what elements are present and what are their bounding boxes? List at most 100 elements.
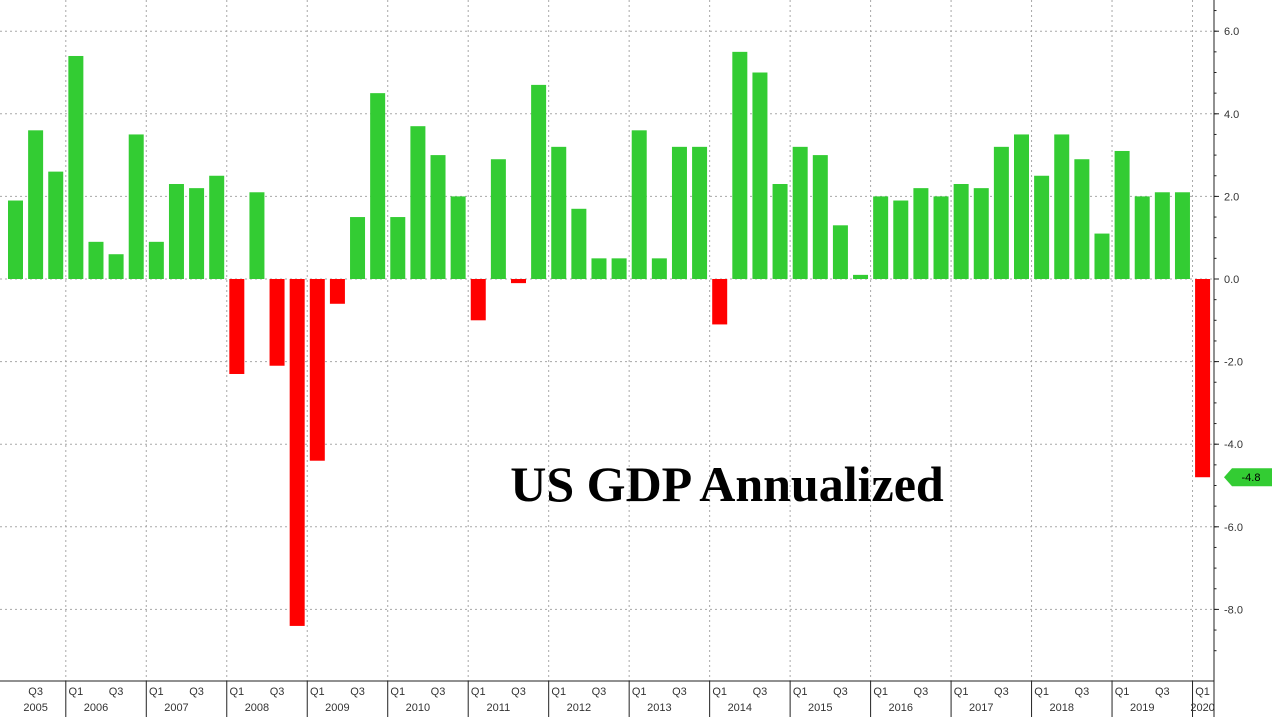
x-year-label: 2018 <box>1049 702 1073 714</box>
bar <box>671 146 687 279</box>
bar <box>450 196 466 279</box>
grid-layer <box>0 0 1214 681</box>
x-quarter-label: Q1 <box>954 686 969 698</box>
y-tick-label: -6.0 <box>1224 522 1243 534</box>
x-axis-background <box>0 681 1214 717</box>
x-quarter-label: Q3 <box>914 686 929 698</box>
x-year-label: 2015 <box>808 702 832 714</box>
y-tick-label: 4.0 <box>1224 109 1239 121</box>
x-quarter-label: Q1 <box>69 686 84 698</box>
last-value-badge-label: -4.8 <box>1242 472 1261 484</box>
x-quarter-label: Q3 <box>350 686 365 698</box>
bar <box>993 146 1009 279</box>
bar <box>1014 134 1029 279</box>
x-quarter-label: Q1 <box>1115 686 1130 698</box>
x-quarter-label: Q3 <box>833 686 848 698</box>
x-year-label: 2017 <box>969 702 993 714</box>
bar <box>1134 196 1150 279</box>
bar <box>873 196 889 279</box>
bar <box>651 258 667 279</box>
bar <box>611 258 627 279</box>
bar <box>752 72 768 279</box>
x-year-label: 2016 <box>889 702 913 714</box>
bar <box>511 279 526 284</box>
y-tick-label: 6.0 <box>1224 26 1239 38</box>
bar <box>289 279 305 626</box>
x-quarter-label: Q1 <box>149 686 164 698</box>
x-quarter-label: Q1 <box>310 686 325 698</box>
bar <box>1094 233 1110 279</box>
bar <box>229 279 245 374</box>
bar <box>1114 150 1130 279</box>
x-year-label: 2008 <box>245 702 269 714</box>
bar <box>1154 192 1170 279</box>
bar <box>832 225 848 279</box>
bar <box>1174 192 1190 279</box>
x-quarter-label: Q1 <box>873 686 888 698</box>
bar <box>309 279 325 461</box>
bar <box>410 126 426 279</box>
x-year-label: 2020 <box>1190 702 1214 714</box>
bar <box>853 274 869 279</box>
x-quarter-label: Q1 <box>471 686 486 698</box>
last-value-badge-shape <box>1224 468 1272 487</box>
x-quarter-label: Q3 <box>109 686 124 698</box>
x-quarter-label: Q3 <box>511 686 526 698</box>
bar <box>772 184 788 279</box>
x-quarter-label: Q3 <box>672 686 687 698</box>
bar <box>631 130 647 279</box>
x-quarter-label: Q1 <box>390 686 405 698</box>
bar <box>148 241 164 279</box>
bar <box>28 130 44 279</box>
bars-layer <box>8 51 1211 626</box>
bar <box>88 241 104 279</box>
bar <box>933 196 949 279</box>
y-tick-label: -4.0 <box>1224 439 1243 451</box>
y-tick-label: -2.0 <box>1224 357 1243 369</box>
bar <box>692 146 708 279</box>
bar <box>551 146 567 279</box>
y-tick-label: 2.0 <box>1224 191 1239 203</box>
x-axis: Q3 Q1 Q3 Q1 Q3 Q1 Q3 Q1 Q3 Q1 Q3 Q1 Q3 Q1 Q3 Q1 Q3 Q1 Q3 Q1… <box>0 680 1215 717</box>
x-year-label: 2007 <box>164 702 188 714</box>
bar <box>792 146 808 279</box>
x-quarter-label: Q1 <box>551 686 566 698</box>
x-quarter-label: Q1 <box>632 686 647 698</box>
x-quarter-label: Q1 <box>229 686 244 698</box>
x-year-label: 2013 <box>647 702 671 714</box>
bar <box>1195 279 1211 478</box>
bar <box>329 279 345 304</box>
bar <box>973 188 989 279</box>
x-year-label: 2011 <box>487 702 511 714</box>
chart-title: US GDP Annualized <box>510 456 944 512</box>
x-quarter-label: Q3 <box>994 686 1009 698</box>
y-axis: 6.0 4.0 2.0 0.0 -2.0 -4.0 -6.0 -8.0 -4.8 <box>1213 0 1272 717</box>
bar <box>168 184 184 279</box>
bar <box>893 200 909 279</box>
bar <box>128 134 144 279</box>
bar <box>390 217 406 279</box>
x-quarter-label: Q3 <box>1155 686 1170 698</box>
x-year-label: 2012 <box>567 702 591 714</box>
bar <box>531 84 547 279</box>
bar <box>571 208 587 279</box>
bar <box>189 188 205 279</box>
bar <box>209 175 225 279</box>
bar <box>712 279 728 325</box>
y-tick-label: -8.0 <box>1224 604 1243 616</box>
x-quarter-label: Q1 <box>793 686 808 698</box>
bar <box>108 254 124 279</box>
bar <box>591 258 607 279</box>
last-value-badge: -4.8 <box>1224 468 1272 487</box>
bar <box>8 200 23 279</box>
x-quarter-label: Q3 <box>270 686 285 698</box>
y-tick-label: 0.0 <box>1224 274 1239 286</box>
x-quarter-label: Q1 <box>1195 686 1210 698</box>
bar <box>470 279 486 321</box>
bar <box>1034 175 1050 279</box>
bar <box>490 159 506 279</box>
x-quarter-label: Q3 <box>28 686 43 698</box>
bar <box>430 155 446 279</box>
